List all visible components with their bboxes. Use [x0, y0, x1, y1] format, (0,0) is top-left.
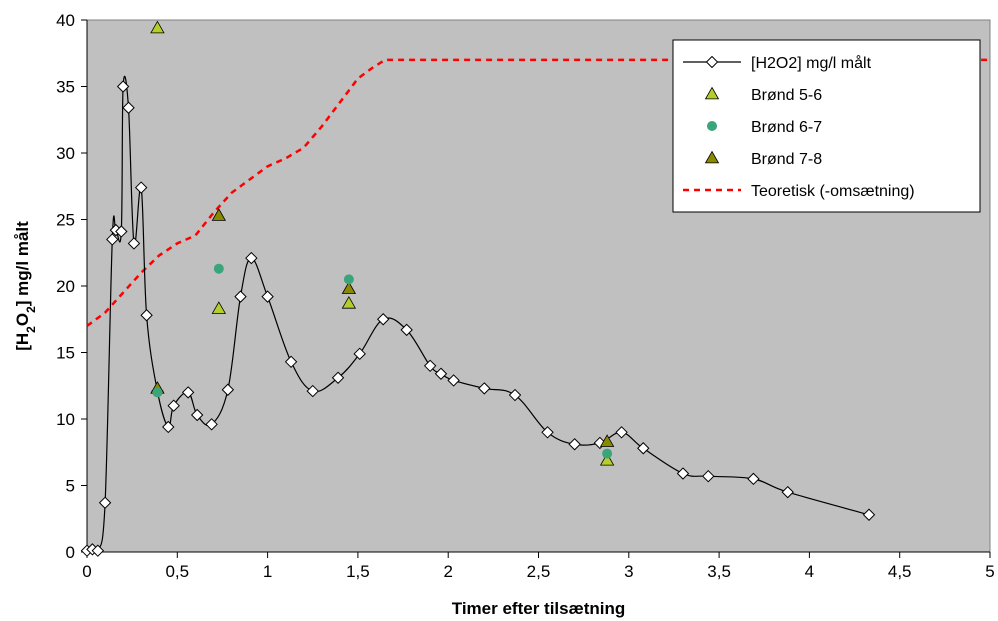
data-point-measured — [637, 442, 650, 455]
data-point-measured — [423, 359, 437, 373]
data-point-measured — [353, 347, 366, 361]
data-point-measured — [615, 426, 628, 439]
series-4 — [86, 58, 990, 327]
data-point-triangle — [599, 452, 615, 466]
y-axis-title-part: 2 — [24, 306, 38, 313]
x-tick-label: 2,5 — [527, 562, 551, 581]
data-point-measured — [116, 80, 130, 93]
data-point-measured — [568, 438, 581, 451]
data-point-measured — [167, 399, 180, 412]
data-point-triangle — [150, 20, 165, 34]
data-point-measured — [98, 496, 112, 509]
x-tick-label: 5 — [985, 562, 994, 581]
x-axis-title: Timer efter tilsætning — [452, 599, 626, 618]
axes-layer: 0 5 10 15 20 25 30 35 40 0 0,5 1 1,5 2 2,5 3 3,5 4 4,5 5 — [56, 11, 995, 581]
series-1 — [150, 20, 615, 466]
y-axis-title: [H2O2] mg/l målt — [13, 221, 38, 351]
legend: [H2O2] mg/l målt Brønd 5-6 Brønd 6-7 Brønd … — [672, 39, 981, 213]
data-point-measured — [115, 225, 128, 238]
data-point-measured — [134, 181, 148, 194]
data-point-measured — [221, 383, 235, 396]
y-tick-label: 10 — [56, 410, 75, 429]
data-point-measured — [261, 290, 274, 303]
x-tick-label: 3,5 — [707, 562, 731, 581]
data-point-measured — [478, 382, 491, 395]
x-tick-label: 2 — [443, 562, 452, 581]
data-point-measured — [676, 467, 690, 480]
data-point-circle — [152, 387, 163, 398]
x-tick-label: 4,5 — [888, 562, 912, 581]
data-point-measured — [127, 237, 141, 250]
series-line-measured — [86, 75, 870, 555]
data-point-measured — [447, 374, 460, 387]
x-tick-label: 1,5 — [346, 562, 370, 581]
x-tick-label: 1 — [263, 562, 272, 581]
data-point-measured — [106, 233, 119, 246]
legend-label: [H2O2] mg/l målt — [751, 54, 872, 72]
legend-marker — [705, 55, 719, 69]
data-point-measured — [122, 101, 135, 114]
y-tick-label: 40 — [56, 11, 75, 30]
legend-label: Teoretisk (-omsætning) — [751, 183, 915, 200]
data-point-measured — [306, 384, 319, 398]
data-point-measured — [862, 508, 876, 521]
y-tick-label: 35 — [56, 78, 75, 97]
data-point-measured — [541, 426, 554, 439]
legend-marker — [704, 150, 720, 164]
data-point-triangle — [341, 295, 357, 309]
legend-label: Brønd 7-8 — [751, 151, 822, 168]
data-point-measured — [162, 420, 175, 434]
data-point-triangle — [599, 434, 615, 447]
data-point-circle — [602, 448, 613, 459]
data-point-circle — [213, 263, 224, 274]
series-2 — [152, 263, 613, 459]
data-point-measured — [702, 469, 715, 483]
y-axis-title-part: [H — [13, 333, 32, 351]
series-0 — [80, 75, 876, 557]
data-point-measured — [434, 367, 448, 380]
data-point-triangle — [341, 281, 357, 294]
data-point-measured — [781, 485, 794, 499]
x-tick-label: 3 — [624, 562, 633, 581]
y-tick-label: 5 — [66, 477, 75, 496]
data-point-measured — [284, 355, 298, 369]
data-point-measured — [140, 309, 153, 322]
y-axis-title-part: ] mg/l målt — [13, 221, 32, 306]
data-point-triangle — [211, 208, 227, 221]
legend-marker — [704, 86, 720, 100]
legend-label: Brønd 6-7 — [751, 119, 822, 136]
y-axis-title-part: 2 — [24, 326, 38, 333]
x-tick-label: 0,5 — [165, 562, 189, 581]
legend-marker — [707, 121, 717, 131]
y-tick-label: 15 — [56, 344, 75, 363]
data-point-measured — [400, 323, 413, 337]
data-point-measured — [508, 388, 522, 402]
y-tick-label: 0 — [66, 543, 75, 562]
data-point-measured — [747, 472, 760, 486]
data-point-measured — [234, 290, 247, 303]
data-point-measured — [376, 313, 390, 326]
series-layer — [80, 20, 990, 557]
data-point-measured — [91, 544, 105, 557]
data-point-measured — [331, 371, 345, 384]
data-point-triangle — [211, 301, 227, 314]
legend-label: Brønd 5-6 — [751, 87, 822, 104]
data-point-measured — [245, 251, 258, 265]
data-point-measured — [190, 408, 204, 422]
y-tick-label: 30 — [56, 144, 75, 163]
data-point-measured — [181, 386, 195, 399]
legend-box — [672, 39, 981, 213]
x-tick-label: 4 — [805, 562, 814, 581]
series-line-teoretisk — [86, 58, 990, 327]
y-tick-label: 25 — [56, 211, 75, 230]
y-tick-label: 20 — [56, 277, 75, 296]
data-point-measured — [205, 418, 218, 431]
x-tick-label: 0 — [82, 562, 91, 581]
y-axis-title-part: O — [13, 313, 32, 326]
data-point-circle — [343, 274, 354, 285]
